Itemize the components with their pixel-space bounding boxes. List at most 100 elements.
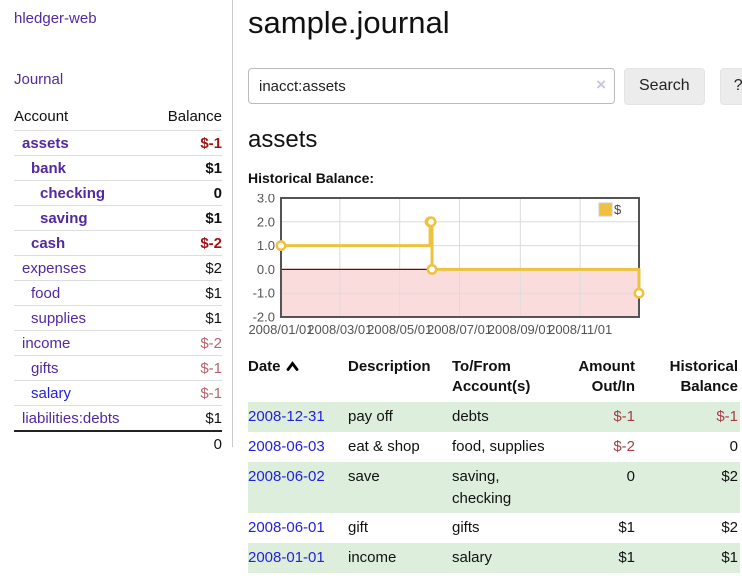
register-amount-cell: $-1	[613, 408, 635, 426]
register-row: 2008-06-03 eat & shop food, supplies $-2 0	[248, 432, 740, 462]
register-date-cell: 2008-01-01	[248, 543, 348, 573]
x-axis-label: 2008/05/01	[367, 322, 432, 337]
register-date-link[interactable]: 2008-06-01	[248, 519, 325, 537]
legend-swatch	[598, 202, 613, 217]
register-row: 2008-06-02 save saving, checking 0 $2	[248, 461, 740, 514]
search-input[interactable]	[248, 68, 615, 105]
account-row: cash $-2	[14, 231, 222, 256]
y-axis-label: 0.0	[257, 262, 275, 277]
account-balance: 0	[213, 184, 222, 202]
register-header-to-from-account-s-: To/From Account(s)	[452, 357, 531, 395]
data-point-marker	[425, 216, 437, 227]
account-row: food $1	[14, 281, 222, 306]
clear-search-icon[interactable]: ×	[596, 75, 606, 95]
register-header-description: Description	[348, 357, 431, 375]
account-balance: $-2	[200, 334, 222, 352]
account-link-assets[interactable]: assets	[22, 134, 69, 152]
register-header-historical-balance: Historical Balance	[669, 357, 738, 395]
account-balance: $1	[205, 409, 222, 427]
register-accounts-cell: salary	[452, 549, 493, 566]
register-description-cell: pay off	[348, 408, 393, 426]
account-link-bank[interactable]: bank	[31, 159, 67, 177]
main-panel: sample.journal × Search ? assets Histori…	[233, 0, 742, 573]
data-point-marker	[275, 239, 287, 251]
register-date-cell: 2008-06-01	[248, 513, 348, 543]
x-axis-label: 2008/01/01	[248, 322, 313, 337]
chart-title: Historical Balance:	[248, 169, 375, 186]
register-amount-cell: $1	[618, 549, 635, 566]
register-header-date[interactable]: Date	[248, 355, 348, 403]
historical-balance-plot: $3.0 2.0 1.0 0.0 -1.0 -2.02008/01/012008/03/0…	[248, 190, 645, 337]
register-amount-cell: 0	[626, 467, 635, 485]
register-date-link[interactable]: 2008-12-31	[248, 408, 325, 426]
register-amount-cell: $1	[618, 519, 635, 537]
account-link-salary[interactable]: salary	[31, 384, 72, 402]
x-axis-label: 2008/09/01	[488, 322, 553, 337]
accounts-total-row: 0	[14, 430, 222, 456]
app-title-link[interactable]: hledger-web	[14, 10, 97, 27]
register-balance-cell: $2	[721, 519, 738, 537]
help-button[interactable]: ?	[719, 67, 742, 105]
y-axis-label: -1.0	[253, 285, 275, 300]
y-axis-label: 3.0	[257, 194, 275, 206]
register-balance-cell: 0	[729, 438, 738, 455]
search-box: ×	[248, 68, 615, 105]
register-date-link[interactable]: 2008-01-01	[248, 549, 325, 566]
nav-journal-link[interactable]: Journal	[14, 71, 64, 88]
register-header-amount-out-in: Amount Out/In	[578, 357, 635, 395]
register-header-row: Date Description To/From Account(s) Amount …	[248, 355, 740, 403]
account-link-checking[interactable]: checking	[40, 184, 106, 202]
search-form: × Search ?	[248, 67, 742, 105]
accounts-rows: assets $-1 bank $1 checking 0 saving $1 cash $-2 e…	[14, 131, 222, 430]
register-date-link[interactable]: 2008-06-03	[248, 438, 325, 455]
account-link-saving[interactable]: saving	[40, 209, 88, 227]
register-table: Date Description To/From Account(s) Amount …	[248, 355, 740, 573]
account-link-food[interactable]: food	[31, 284, 61, 302]
x-axis-label: 2008/03/01	[307, 322, 372, 337]
register-balance-cell: $-1	[716, 408, 738, 426]
plot-border	[280, 196, 640, 318]
register-description-cell: income	[348, 549, 397, 566]
sidebar: hledger-web Journal Account Balance asse…	[0, 0, 233, 453]
y-axis-label: 2.0	[257, 214, 275, 229]
account-balance: $-2	[200, 234, 222, 252]
legend-label: $	[614, 202, 622, 217]
account-row: expenses $2	[14, 256, 222, 281]
register-date-cell: 2008-06-03	[248, 432, 348, 462]
accounts-table: Account Balance assets $-1 bank $1 checking 0…	[14, 105, 222, 456]
account-heading: assets	[248, 125, 318, 153]
register-accounts-cell: gifts	[452, 519, 480, 537]
register-date-link[interactable]: 2008-06-02	[248, 467, 325, 485]
account-link-income[interactable]: income	[22, 334, 71, 352]
data-point-marker	[633, 287, 645, 299]
account-balance: $2	[205, 259, 222, 277]
account-row: gifts $-1	[14, 356, 222, 381]
account-balance: $1	[205, 309, 222, 327]
account-link-cash[interactable]: cash	[31, 234, 66, 252]
account-row: saving $1	[14, 206, 222, 231]
account-row: liabilities:debts $1	[14, 406, 222, 430]
register-date-cell: 2008-12-31	[248, 402, 348, 432]
account-balance: $1	[205, 209, 222, 227]
search-button[interactable]: Search	[624, 67, 705, 105]
accounts-header-balance: Balance	[167, 108, 222, 125]
account-link-liabilities-debts[interactable]: liabilities:debts	[22, 409, 120, 427]
account-link-supplies[interactable]: supplies	[31, 309, 87, 327]
historical-balance-chart: $3.0 2.0 1.0 0.0 -1.0 -2.0 2008/01/01 2008/03/0…	[248, 190, 742, 342]
account-link-gifts[interactable]: gifts	[31, 359, 59, 377]
register-description-cell: gift	[348, 519, 369, 537]
data-point-marker	[426, 263, 438, 275]
x-axis-label: 2008/11/01	[548, 322, 612, 337]
accounts-total-balance: 0	[213, 435, 222, 453]
account-balance: $1	[205, 159, 222, 177]
accounts-table-header: Account Balance	[14, 105, 222, 131]
register-balance-cell: $1	[721, 549, 738, 566]
register-row: 2008-01-01 income salary $1 $1	[248, 543, 740, 573]
account-row: supplies $1	[14, 306, 222, 331]
account-row: bank $1	[14, 156, 222, 181]
account-link-expenses[interactable]: expenses	[22, 259, 87, 277]
register-description-cell: save	[348, 467, 380, 485]
account-row: salary $-1	[14, 381, 222, 406]
sort-ascending-icon	[286, 360, 298, 371]
